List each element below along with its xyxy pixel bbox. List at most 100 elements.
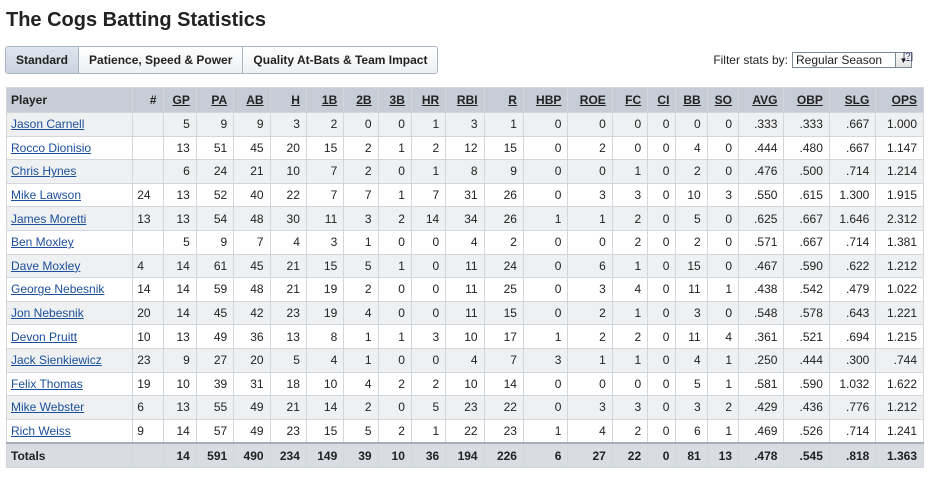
column-header-number[interactable]: # bbox=[132, 87, 164, 113]
stat-cell: 24 bbox=[132, 182, 164, 208]
player-link[interactable]: Jon Nebesnik bbox=[11, 306, 84, 321]
table-row: Chris Hynes 6 24 21 10 7 2 0 1 8 9 0 0 1 0 2 0.476.500.7… bbox=[5, 159, 924, 184]
stat-cell: 1 bbox=[377, 135, 412, 161]
stat-cell: 11 bbox=[445, 300, 485, 326]
player-link[interactable]: Rich Weiss bbox=[11, 423, 71, 438]
stat-cell: 40 bbox=[233, 182, 271, 208]
stat-cell: 14 bbox=[162, 300, 197, 326]
stat-cell: .590 bbox=[783, 253, 830, 279]
stat-cell: .500 bbox=[783, 159, 830, 184]
stat-cell: 3 bbox=[410, 324, 447, 349]
column-header-r[interactable]: R bbox=[483, 87, 524, 113]
stat-cell: 3 bbox=[343, 206, 379, 231]
player-link[interactable]: Felix Thomas bbox=[11, 376, 83, 391]
stat-cell: 17 bbox=[483, 324, 524, 349]
column-header-rbi[interactable]: RBI bbox=[445, 87, 485, 113]
stat-cell: 13 bbox=[162, 395, 197, 420]
stat-cell: 2 bbox=[343, 159, 379, 184]
stat-cell: 13 bbox=[269, 324, 307, 349]
column-header-ci[interactable]: CI bbox=[647, 87, 677, 113]
stat-cell: 11 bbox=[305, 206, 345, 231]
tab-standard[interactable]: Standard bbox=[6, 47, 80, 73]
column-header-2b[interactable]: 2B bbox=[343, 87, 379, 113]
column-header-hr[interactable]: HR bbox=[410, 87, 447, 113]
totals-label: Totals bbox=[5, 441, 134, 469]
tab-quality-at-bats[interactable]: Quality At-Bats & Team Impact bbox=[243, 47, 438, 73]
stat-cell: .480 bbox=[783, 135, 830, 161]
player-cell: Ben Moxley bbox=[5, 229, 134, 255]
help-link[interactable]: [?] bbox=[902, 51, 913, 61]
chevron-down-icon[interactable]: ▼ bbox=[895, 53, 911, 67]
stat-cell: .333 bbox=[783, 112, 830, 137]
stat-cell: 2 bbox=[343, 277, 379, 302]
stat-cell: 26 bbox=[483, 206, 524, 231]
stat-cell: 2 bbox=[611, 324, 649, 349]
column-header-ops[interactable]: OPS bbox=[875, 87, 924, 113]
player-link[interactable]: Jason Carnell bbox=[11, 117, 85, 132]
stat-cell: 13 bbox=[162, 182, 197, 208]
stat-cell: 48 bbox=[233, 206, 271, 231]
stat-cell: .625 bbox=[738, 206, 785, 231]
totals-cell: 27 bbox=[567, 441, 613, 469]
stat-cell: 0 bbox=[647, 347, 677, 373]
table-row: Rocco Dionisio 13 51 45 20 15 2 1 2 12 15 0 2 0 0 4 0.44… bbox=[5, 135, 924, 161]
stat-cell: 4 bbox=[269, 229, 307, 255]
column-header-slg[interactable]: SLG bbox=[828, 87, 877, 113]
column-header-obp[interactable]: OBP bbox=[783, 87, 830, 113]
player-link[interactable]: George Nebesnik bbox=[11, 282, 105, 297]
column-header-gp[interactable]: GP bbox=[162, 87, 197, 113]
stat-cell: 4 bbox=[445, 229, 485, 255]
column-header-1b[interactable]: 1B bbox=[305, 87, 345, 113]
totals-cell: 14 bbox=[162, 441, 197, 469]
stat-cell: 22 bbox=[445, 418, 485, 444]
stat-cell: 1 bbox=[410, 159, 447, 184]
column-header-avg[interactable]: AVG bbox=[738, 87, 785, 113]
player-cell: Mike Webster bbox=[5, 395, 134, 420]
player-cell: Jon Nebesnik bbox=[5, 300, 134, 326]
stat-cell: 1 bbox=[611, 159, 649, 184]
totals-row: Totals 14 591 490 234 149 39 10 36 194 226 6 27 22 0 81… bbox=[5, 441, 924, 469]
filter-select[interactable]: Regular Season ▼ bbox=[792, 52, 912, 68]
stat-cell: 34 bbox=[445, 206, 485, 231]
column-header-bb[interactable]: BB bbox=[675, 87, 708, 113]
stat-cell: 20 bbox=[233, 347, 271, 373]
tab-patience-speed-power[interactable]: Patience, Speed & Power bbox=[79, 47, 244, 73]
column-header-player[interactable]: Player bbox=[5, 87, 134, 113]
player-link[interactable]: Mike Webster bbox=[11, 400, 85, 415]
stat-cell: 23 bbox=[445, 395, 485, 420]
stat-cell: 8 bbox=[445, 159, 485, 184]
column-header-ab[interactable]: AB bbox=[233, 87, 271, 113]
player-link[interactable]: Rocco Dionisio bbox=[11, 140, 92, 155]
stat-cell: 30 bbox=[269, 206, 307, 231]
stat-cell: 3 bbox=[611, 395, 649, 420]
column-header-roe[interactable]: ROE bbox=[567, 87, 613, 113]
player-link[interactable]: Mike Lawson bbox=[11, 188, 82, 203]
column-header-3b[interactable]: 3B bbox=[377, 87, 412, 113]
player-link[interactable]: Jack Sienkiewicz bbox=[11, 353, 102, 368]
player-link[interactable]: James Moretti bbox=[11, 211, 87, 226]
player-link[interactable]: Ben Moxley bbox=[11, 235, 74, 250]
player-link[interactable]: Chris Hynes bbox=[11, 164, 77, 179]
stat-cell: 10 bbox=[132, 324, 164, 349]
stat-cell: 2 bbox=[675, 159, 708, 184]
stat-cell: 49 bbox=[195, 324, 235, 349]
stat-cell: 3 bbox=[522, 347, 569, 373]
column-header-hbp[interactable]: HBP bbox=[522, 87, 569, 113]
column-header-h[interactable]: H bbox=[269, 87, 307, 113]
stat-cell: 0 bbox=[410, 277, 447, 302]
table-row: George Nebesnik 14 14 59 48 21 19 2 0 0 11 25 0 3 4 0 11… bbox=[5, 277, 924, 302]
player-link[interactable]: Devon Pruitt bbox=[11, 329, 78, 344]
column-header-so[interactable]: SO bbox=[706, 87, 740, 113]
table-header-row: Player # GP PA AB H 1B 2B 3B HR RBI R HB… bbox=[5, 87, 924, 113]
stat-cell: 5 bbox=[675, 371, 708, 397]
player-link[interactable]: Dave Moxley bbox=[11, 258, 81, 273]
stat-cell: 2 bbox=[343, 395, 379, 420]
column-header-fc[interactable]: FC bbox=[611, 87, 649, 113]
column-header-pa[interactable]: PA bbox=[195, 87, 235, 113]
stat-cell bbox=[132, 135, 164, 161]
table-row: Mike Lawson 24 13 52 40 22 7 7 1 7 31 26 0 3 3 0 10 3.550… bbox=[5, 182, 924, 208]
stat-cell: 1 bbox=[343, 347, 379, 373]
stat-cell: 13 bbox=[132, 206, 164, 231]
stat-cell: .250 bbox=[738, 347, 785, 373]
stat-cell: 9 bbox=[233, 112, 271, 137]
